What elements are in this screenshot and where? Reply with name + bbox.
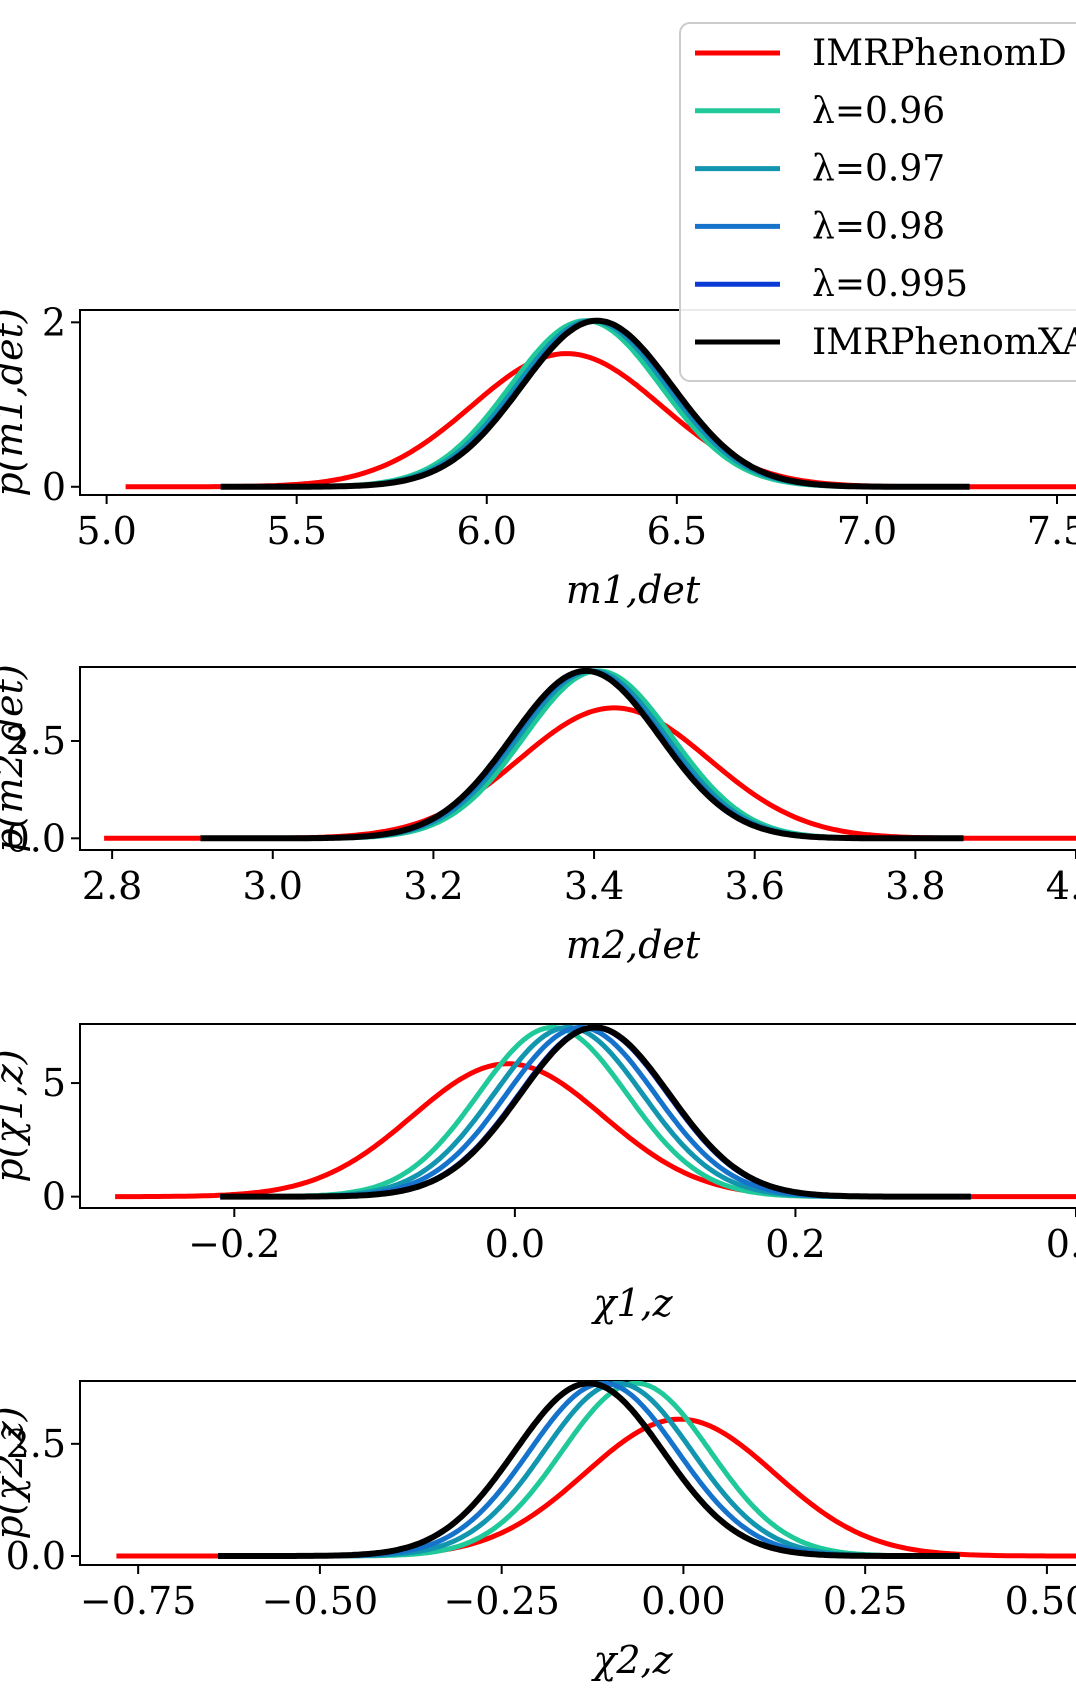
series-line-imrphenomxas	[220, 317, 970, 490]
x-tick-label: 4.0	[1046, 864, 1076, 908]
series-line--0-97	[200, 668, 964, 841]
x-axis-label: χ1,z	[590, 1281, 673, 1325]
y-tick-label: 2	[42, 300, 66, 344]
x-axis-label: χ2,z	[590, 1638, 673, 1682]
x-tick-label: 3.4	[564, 864, 624, 908]
curves	[116, 1381, 1076, 1559]
curves	[125, 317, 1076, 490]
series-line-imrphenomd	[115, 1061, 1076, 1200]
x-tick-label: 0.25	[823, 1579, 908, 1623]
x-tick-label: 3.6	[724, 864, 784, 908]
y-axis-label: p(χ2,z)	[0, 1406, 31, 1539]
x-tick-label: −0.75	[80, 1579, 196, 1623]
x-tick-label: 0.4	[1046, 1222, 1076, 1266]
y-tick-label: 2.5	[6, 719, 66, 763]
x-tick-label: 3.2	[403, 864, 463, 908]
series-line-imrphenomxas	[218, 1381, 960, 1559]
x-tick-label: 0.2	[765, 1222, 825, 1266]
y-axis-label: p(m2,det)	[0, 664, 31, 852]
y-tick-label: 0.0	[6, 1534, 66, 1578]
panel-2: 2.8 3.0 3.2 3.4 3.6 3.8 4.0 0.0 2.5 m2,det p(m2,de…	[0, 664, 1076, 967]
axes-frame	[79, 1023, 1076, 1209]
y-tick-label: 2.5	[6, 1422, 66, 1466]
axes-frame	[79, 666, 1076, 851]
x-tick-label: 5.5	[266, 509, 326, 553]
y-tick-label: 0	[42, 465, 66, 509]
x-tick-label: 2.8	[82, 864, 142, 908]
axes-frame	[79, 1380, 1076, 1566]
legend-label: λ=0.96	[812, 91, 945, 132]
series-line-imrphenomd	[116, 1416, 1076, 1559]
x-tick-label: 0.50	[1005, 1579, 1076, 1623]
x-axis-label: m2,det	[566, 923, 701, 967]
x-tick-label: 3.8	[885, 864, 945, 908]
series-line-imrphenomxas	[200, 667, 964, 842]
y-axis-label: p(m1,det)	[0, 308, 31, 496]
y-axis-label: p(χ1,z)	[0, 1049, 31, 1182]
legend-label: IMRPhenomXAS	[812, 322, 1076, 363]
y-tick-label: 5	[42, 1061, 66, 1105]
legend: IMRPhenomD λ=0.96 λ=0.97 λ=0.98 λ=0.995 IMRPh…	[679, 22, 1076, 382]
x-tick-label: 7.0	[837, 509, 897, 553]
series-line--0-96	[200, 668, 964, 841]
legend-label: λ=0.98	[812, 206, 945, 247]
curves	[115, 1024, 1076, 1200]
series-line-imrphenomxas	[220, 1024, 971, 1200]
legend-label: λ=0.97	[812, 149, 945, 190]
x-tick-label: 0.0	[485, 1222, 545, 1266]
x-tick-label: 6.0	[457, 509, 517, 553]
legend-label: λ=0.995	[812, 264, 968, 305]
series-line--0-98	[200, 668, 964, 841]
x-tick-label: 5.0	[76, 509, 136, 553]
x-axis-label: m1,det	[566, 568, 701, 612]
panel-3: −0.2 0.0 0.2 0.4 0 5 χ1,z p(χ1,z)	[0, 1023, 1076, 1325]
curves	[104, 667, 1076, 842]
y-tick-label: 0.0	[6, 816, 66, 860]
x-tick-label: −0.50	[262, 1579, 378, 1623]
legend-label: IMRPhenomD	[812, 33, 1067, 74]
x-tick-label: 6.5	[647, 509, 707, 553]
x-tick-label: −0.2	[188, 1222, 280, 1266]
panel-1: 5.0 5.5 6.0 6.5 7.0 7.5 0 2 m1,det p(m1,det)	[0, 300, 1076, 612]
x-tick-label: 7.5	[1027, 509, 1076, 553]
y-tick-label: 0	[42, 1175, 66, 1219]
series-line--0-995	[200, 668, 964, 841]
panel-4: −0.75 −0.50 −0.25 0.00 0.25 0.50 0.0 2.5 χ2,z p(χ…	[0, 1380, 1076, 1682]
x-tick-label: 0.00	[641, 1579, 726, 1623]
series-line-imrphenomd	[104, 705, 1076, 841]
x-tick-label: 3.0	[243, 864, 303, 908]
axes-frame	[79, 309, 1076, 496]
x-tick-label: −0.25	[443, 1579, 559, 1623]
